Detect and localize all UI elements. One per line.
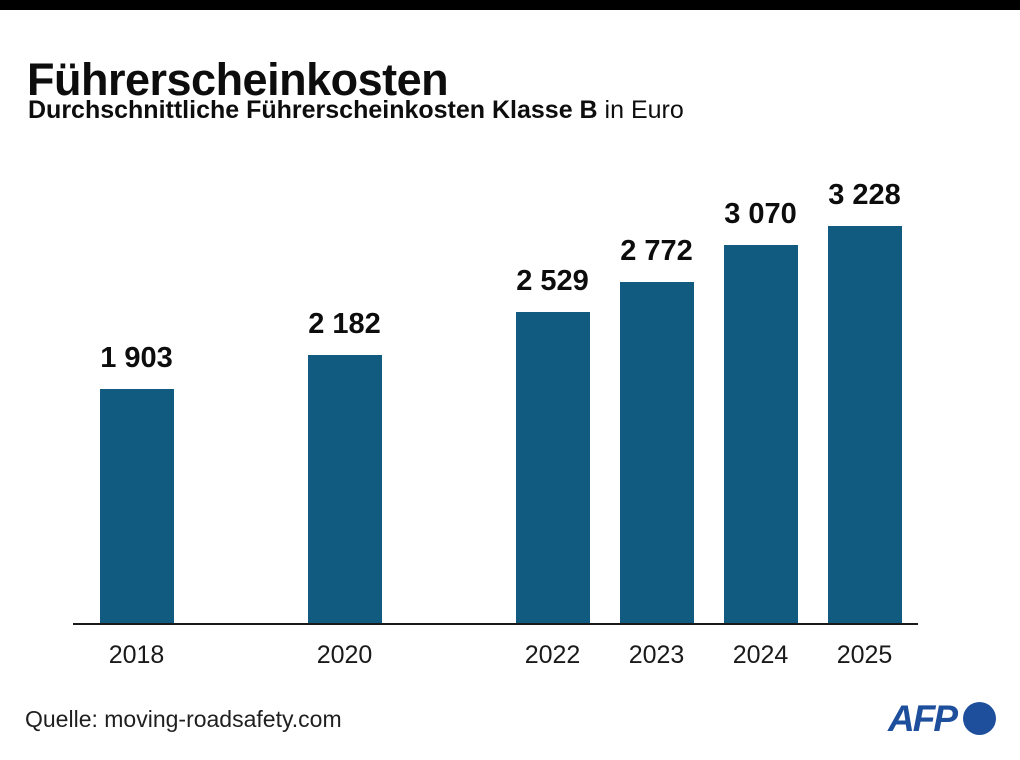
afp-logo-circle-icon <box>963 702 996 735</box>
afp-logo-text: AFP <box>888 698 958 739</box>
x-axis-label-2024: 2024 <box>732 641 789 669</box>
page-title: Führerscheinkosten <box>27 54 449 106</box>
bar-value-label-2018: 1 903 <box>100 342 173 374</box>
source-credit: Quelle: moving-roadsafety.com <box>25 706 342 732</box>
x-axis-label-2023: 2023 <box>628 641 685 669</box>
x-axis-labels: 2018 2020 2022 2023 2024 2025 <box>73 640 918 676</box>
subtitle-bold-text: Durchschnittliche Führerscheinkosten Kla… <box>28 96 598 124</box>
bar-2020 <box>307 355 382 623</box>
top-border-bar <box>0 0 1020 10</box>
x-axis-label-2018: 2018 <box>108 641 165 669</box>
bar-2023 <box>619 282 694 623</box>
bar-2018 <box>99 389 174 623</box>
bar-value-label-2022: 2 529 <box>516 265 589 297</box>
bar-2022 <box>515 312 590 623</box>
bar-2025 <box>827 226 902 623</box>
afp-logo: AFP <box>888 700 996 737</box>
bar-2024 <box>723 245 798 623</box>
chart-subtitle: Durchschnittliche Führerscheinkosten Kla… <box>28 96 684 125</box>
x-axis-label-2022: 2022 <box>524 641 581 669</box>
bar-value-label-2024: 3 070 <box>724 198 797 230</box>
x-axis-label-2020: 2020 <box>316 641 373 669</box>
bar-value-label-2023: 2 772 <box>620 235 693 267</box>
bar-value-label-2025: 3 228 <box>828 179 901 211</box>
bar-chart-plot-area: 1 903 2 182 2 529 2 772 3 070 3 228 <box>73 150 918 625</box>
subtitle-regular-text: in Euro <box>597 96 684 124</box>
bar-value-label-2020: 2 182 <box>308 308 381 340</box>
x-axis-label-2025: 2025 <box>836 641 893 669</box>
